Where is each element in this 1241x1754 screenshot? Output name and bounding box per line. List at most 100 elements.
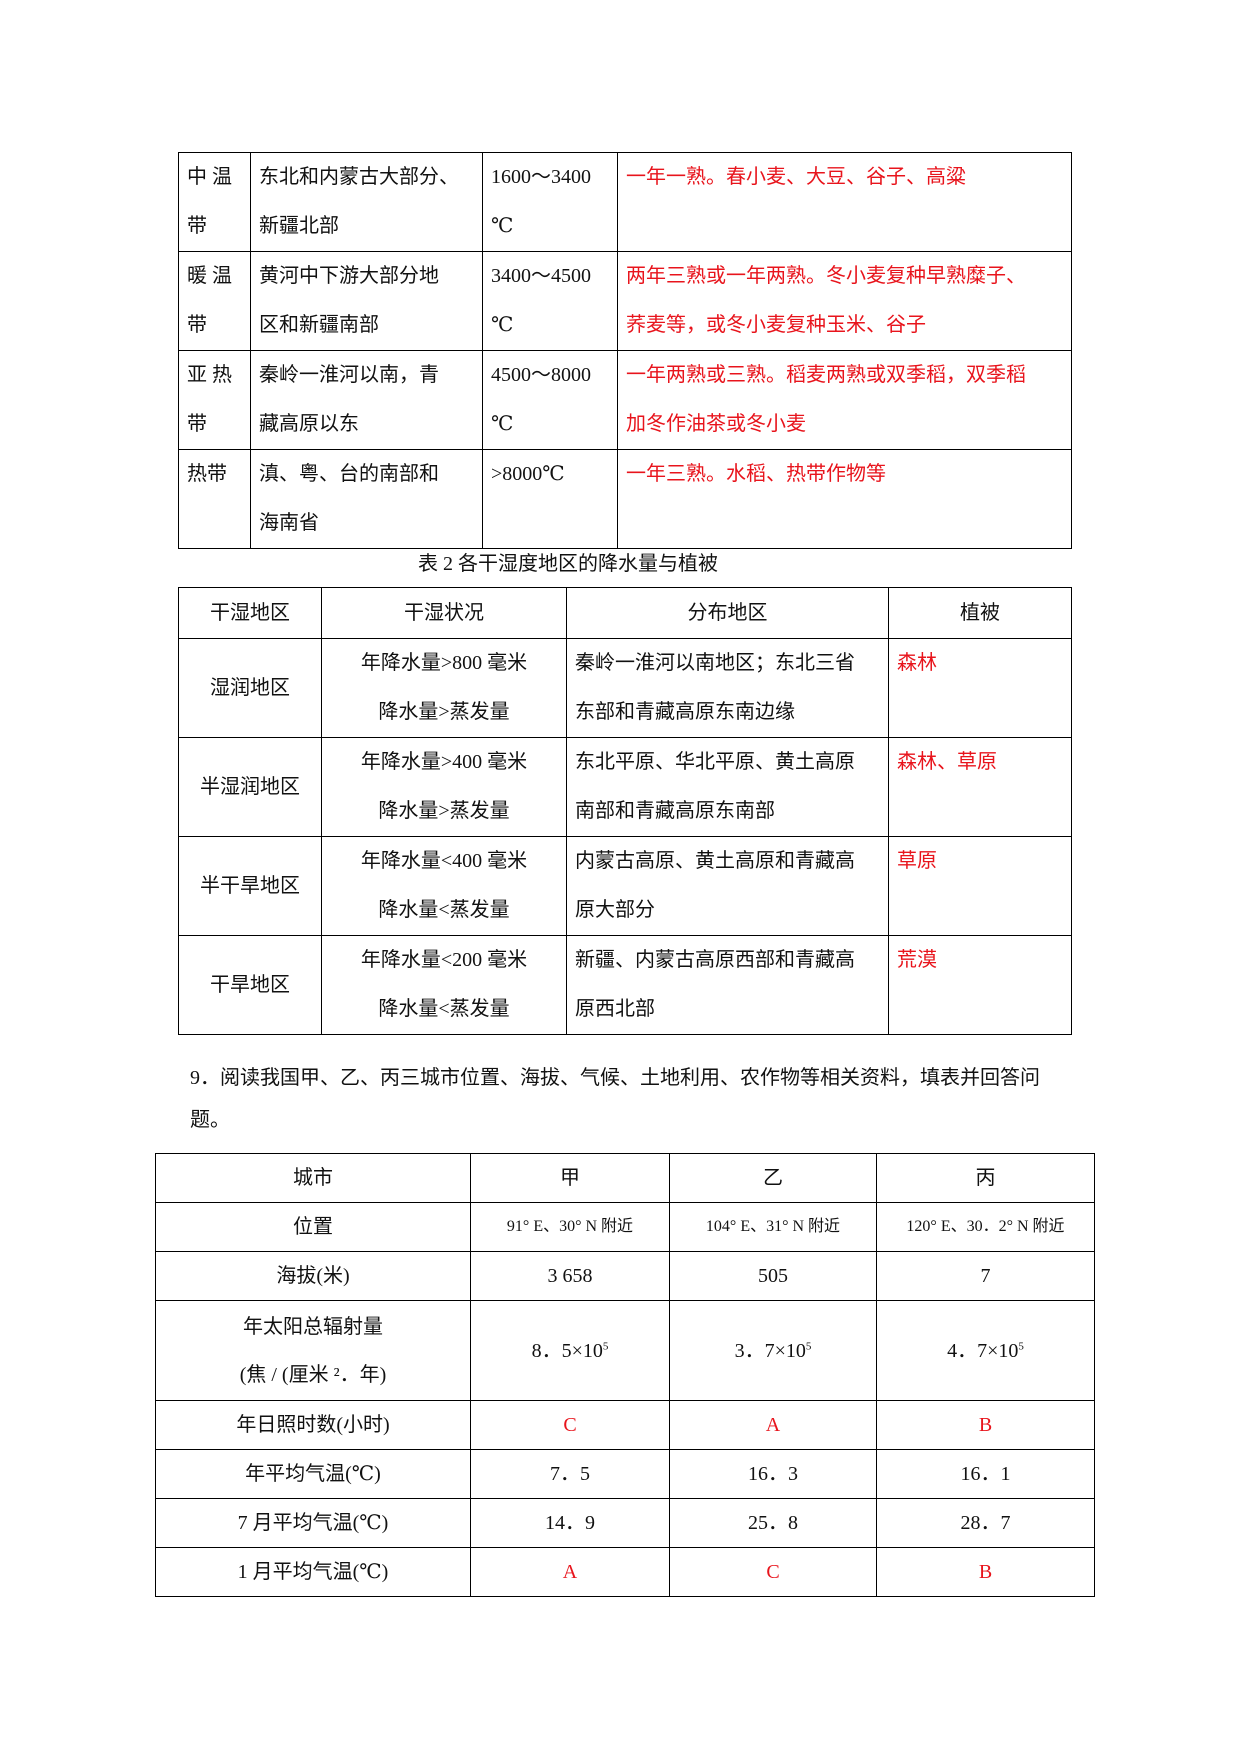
value-cell: 3 658 bbox=[470, 1251, 670, 1301]
vegetation-cell: 草原 bbox=[888, 836, 1072, 936]
cell-line: 热带 bbox=[187, 463, 227, 485]
value-text: 3．7×10 bbox=[734, 1339, 806, 1362]
vegetation-cell: 森林 bbox=[888, 638, 1072, 738]
cell-line: 原西北部 bbox=[575, 998, 655, 1020]
cell-line: 降水量<蒸发量 bbox=[378, 998, 510, 1020]
status-cell: 年降水量>400 毫米 降水量>蒸发量 bbox=[321, 737, 567, 837]
zone-cell: 中 温带 bbox=[178, 152, 251, 252]
table2-caption: 表 2 各干湿度地区的降水量与植被 bbox=[418, 553, 718, 575]
cell-line: 暖 温 bbox=[187, 265, 232, 287]
header-cell: 甲 bbox=[470, 1153, 670, 1203]
value-cell: 14．9 bbox=[470, 1498, 670, 1548]
cell-line: 新疆北部 bbox=[259, 215, 339, 237]
table-row: 热带 滇、粤、台的南部和 海南省 >8000℃ 一年三熟。水稻、热带作物等 bbox=[178, 449, 1072, 549]
area-cell: 半湿润地区 bbox=[178, 737, 322, 837]
table-row: 干旱地区 年降水量<200 毫米 降水量<蒸发量 新疆、内蒙古高原西部和青藏高 原西北部… bbox=[178, 935, 1072, 1035]
sunshine-row: 年日照时数(小时) C A B bbox=[155, 1400, 1095, 1450]
value-cell: 16．1 bbox=[876, 1449, 1095, 1499]
temperature-cell: 3400～4500 ℃ bbox=[482, 251, 618, 351]
value-cell: B bbox=[876, 1400, 1095, 1450]
value-cell: 7．5 bbox=[470, 1449, 670, 1499]
header-status: 干湿状况 bbox=[321, 587, 567, 639]
value-text: 4．7×10 bbox=[947, 1339, 1019, 1362]
city-data-table: 城市甲乙丙位置 91° E、30° N 附近 104° E、31° N 附近 120°… bbox=[155, 1153, 1095, 1597]
value-text: 91° E、30° N 附近 bbox=[506, 1218, 634, 1235]
value-text: 25．8 bbox=[748, 1512, 798, 1534]
area-cell: 干旱地区 bbox=[178, 935, 322, 1035]
cell-line: 秦岭一淮河以南，青 bbox=[259, 364, 439, 386]
value-text: 7 bbox=[980, 1265, 991, 1287]
region-cell: 滇、粤、台的南部和 海南省 bbox=[250, 449, 483, 549]
cell-line: 原大部分 bbox=[575, 899, 655, 921]
region-cell: 黄河中下游大部分地 区和新疆南部 bbox=[250, 251, 483, 351]
cell-line: 两年三熟或一年两熟。冬小麦复种早熟糜子、 bbox=[626, 265, 1026, 287]
cell-line: 带 bbox=[187, 413, 207, 435]
value-text: 14．9 bbox=[545, 1512, 595, 1534]
value-text: B bbox=[978, 1561, 993, 1583]
radiation-row: 年太阳总辐射量 (焦 / (厘米 ²．年) 8．5×105 3．7×105 4．7×10… bbox=[155, 1300, 1095, 1401]
row-label: 年太阳总辐射量 (焦 / (厘米 ²．年) bbox=[155, 1300, 471, 1401]
value-text: 505 bbox=[758, 1265, 788, 1287]
value-text: A bbox=[562, 1561, 578, 1583]
cell-line: 一年一熟。春小麦、大豆、谷子、高粱 bbox=[626, 166, 966, 188]
altitude-row: 海拔(米) 3 658 505 7 bbox=[155, 1251, 1095, 1301]
value-cell: 3．7×105 bbox=[669, 1300, 877, 1401]
value-text: 8．5×10 bbox=[531, 1339, 603, 1362]
location-row: 位置 91° E、30° N 附近 104° E、31° N 附近 120° E、30… bbox=[155, 1202, 1095, 1252]
cell-line: 荞麦等，或冬小麦复种玉米、谷子 bbox=[626, 314, 926, 336]
jan-temp-row: 1 月平均气温(℃) A C B bbox=[155, 1547, 1095, 1597]
cell-line: 黄河中下游大部分地 bbox=[259, 265, 439, 287]
cell-line: 降水量>蒸发量 bbox=[378, 800, 510, 822]
vegetation-cell: 森林、草原 bbox=[888, 737, 1072, 837]
region-cell: 秦岭一淮河以南，青 藏高原以东 bbox=[250, 350, 483, 450]
value-cell: C bbox=[669, 1547, 877, 1597]
distribution-cell: 新疆、内蒙古高原西部和青藏高 原西北部 bbox=[566, 935, 889, 1035]
value-cell: 91° E、30° N 附近 bbox=[470, 1202, 670, 1252]
cell-line: 一年三熟。水稻、热带作物等 bbox=[626, 463, 886, 485]
table-row: 半湿润地区 年降水量>400 毫米 降水量>蒸发量 东北平原、华北平原、黄土高原 南部和… bbox=[178, 737, 1072, 837]
table-row: 暖 温带黄河中下游大部分地 区和新疆南部 3400～4500 ℃ 两年三熟或一年两熟。冬… bbox=[178, 251, 1072, 351]
cell-line: 一年两熟或三熟。稻麦两熟或双季稻，双季稻 bbox=[626, 364, 1026, 386]
value-cell: B bbox=[876, 1547, 1095, 1597]
cell-line: ℃ bbox=[491, 314, 514, 336]
value-cell: 120° E、30．2° N 附近 bbox=[876, 1202, 1095, 1252]
annual-temp-row: 年平均气温(℃) 7．5 16．3 16．1 bbox=[155, 1449, 1095, 1499]
zone-cell: 亚 热带 bbox=[178, 350, 251, 450]
value-cell: 7 bbox=[876, 1251, 1095, 1301]
row-label: 位置 bbox=[155, 1202, 471, 1252]
temperature-cell: 4500～8000 ℃ bbox=[482, 350, 618, 450]
value-cell: 8．5×105 bbox=[470, 1300, 670, 1401]
cell-line: 年降水量<400 毫米 bbox=[360, 850, 528, 872]
cell-line: 秦岭一淮河以南地区；东北三省 bbox=[575, 652, 855, 674]
row-label: 年平均气温(℃) bbox=[155, 1449, 471, 1499]
dry-wet-region-table: 干湿地区 干湿状况 分布地区 植被 湿润地区 年降水量>800 毫米 降水量>蒸发量… bbox=[178, 587, 1072, 1035]
status-cell: 年降水量<400 毫米 降水量<蒸发量 bbox=[321, 836, 567, 936]
cell-line: 东部和青藏高原东南边缘 bbox=[575, 701, 795, 723]
cell-line: 年降水量<200 毫米 bbox=[360, 949, 528, 971]
header-area: 干湿地区 bbox=[178, 587, 322, 639]
row-label: 海拔(米) bbox=[155, 1251, 471, 1301]
header-cell: 城市 bbox=[155, 1153, 471, 1203]
header-distribution: 分布地区 bbox=[566, 587, 889, 639]
cell-line: 年降水量>400 毫米 bbox=[360, 751, 528, 773]
table-row: 亚 热带秦岭一淮河以南，青 藏高原以东 4500～8000 ℃ 一年两熟或三熟。稻麦两熟… bbox=[178, 350, 1072, 450]
cell-line: 滇、粤、台的南部和 bbox=[259, 463, 439, 485]
cell-line: 新疆、内蒙古高原西部和青藏高 bbox=[575, 949, 855, 971]
cell-line: 降水量<蒸发量 bbox=[378, 899, 510, 921]
header-cell: 丙 bbox=[876, 1153, 1095, 1203]
row-label: 年日照时数(小时) bbox=[155, 1400, 471, 1450]
table-row: 半干旱地区 年降水量<400 毫米 降水量<蒸发量 内蒙古高原、黄土高原和青藏高 原大部… bbox=[178, 836, 1072, 936]
distribution-cell: 秦岭一淮河以南地区；东北三省 东部和青藏高原东南边缘 bbox=[566, 638, 889, 738]
cell-line: 亚 热 bbox=[187, 364, 232, 386]
status-cell: 年降水量>800 毫米 降水量>蒸发量 bbox=[321, 638, 567, 738]
cell-line: 东北平原、华北平原、黄土高原 bbox=[575, 751, 855, 773]
header-cell: 乙 bbox=[669, 1153, 877, 1203]
exponent: 5 bbox=[1018, 1339, 1024, 1352]
value-text: B bbox=[978, 1414, 993, 1436]
value-text: 7．5 bbox=[550, 1463, 590, 1485]
crops-cell: 两年三熟或一年两熟。冬小麦复种早熟糜子、 荞麦等，或冬小麦复种玉米、谷子 bbox=[617, 251, 1072, 351]
row-label: 7 月平均气温(℃) bbox=[155, 1498, 471, 1548]
temperature-cell: 1600～3400 ℃ bbox=[482, 152, 618, 252]
value-cell: 104° E、31° N 附近 bbox=[669, 1202, 877, 1252]
value-cell: C bbox=[470, 1400, 670, 1450]
